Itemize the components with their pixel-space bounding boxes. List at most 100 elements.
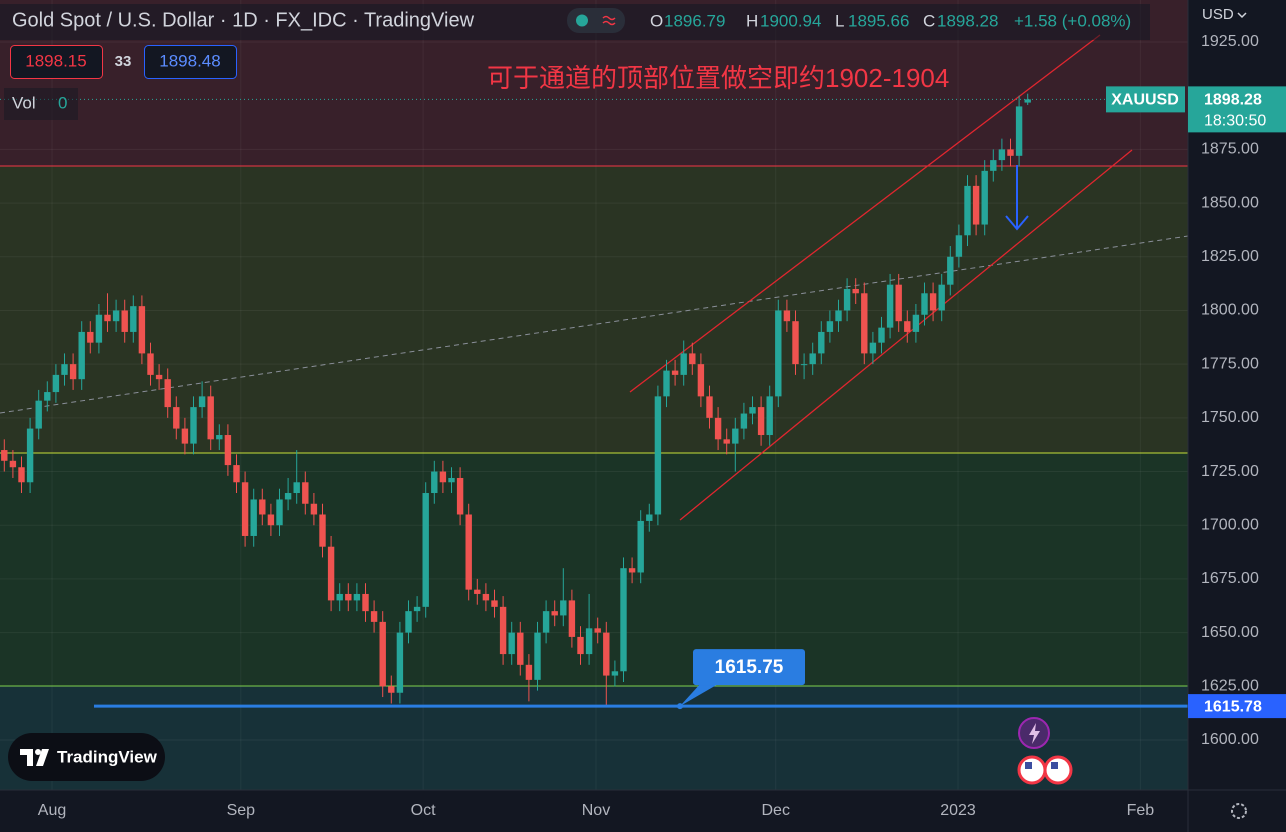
buy-button[interactable] — [144, 45, 237, 79]
flag-canton — [1025, 762, 1032, 769]
price-tag-label: 1898.28 — [1204, 92, 1262, 109]
currency-caret[interactable] — [1237, 12, 1247, 19]
candle-body — [181, 428, 189, 444]
flag-us[interactable] — [1043, 755, 1073, 785]
y-tick-label: 1625.00 — [1201, 678, 1259, 695]
candle-body — [448, 477, 455, 483]
buy-price[interactable]: 1898.48 — [159, 51, 220, 70]
candle-body — [173, 407, 180, 429]
flag-us[interactable] — [1017, 755, 1047, 785]
arrow — [1005, 165, 1029, 231]
candle-body — [396, 632, 404, 693]
candle-body — [319, 514, 326, 547]
y-tick-label: 1725.00 — [1201, 463, 1259, 480]
candle-body — [112, 310, 120, 322]
candle-body — [508, 632, 515, 655]
candle-body — [104, 314, 111, 322]
candle-body — [998, 149, 1006, 161]
candle-body — [671, 370, 679, 375]
candle-body — [697, 364, 705, 397]
logo-dot — [35, 749, 41, 755]
sell-price[interactable]: 1898.15 — [25, 51, 86, 70]
candle-body — [947, 256, 954, 285]
candle-body — [95, 314, 103, 343]
callout-box — [693, 649, 805, 686]
x-tick-label: Aug — [38, 802, 66, 819]
candle-body — [628, 568, 636, 573]
countdown: 18:30:50 — [1204, 113, 1266, 130]
status-dot — [576, 14, 588, 27]
candle-body — [542, 611, 550, 633]
candle-body — [990, 160, 997, 171]
candle-body — [284, 493, 292, 500]
candle-body — [800, 364, 808, 366]
settings-icon[interactable] — [1231, 803, 1247, 819]
change: +1.58 (+0.08%) — [1014, 11, 1131, 30]
y-tick-label: 1675.00 — [1201, 570, 1259, 587]
ohlc-label: C — [923, 11, 935, 30]
x-tick-label: Dec — [761, 802, 789, 819]
currency[interactable]: USD — [1202, 6, 1234, 23]
candle-body — [680, 353, 687, 375]
y-tick-label: 1600.00 — [1201, 731, 1259, 748]
symbol-tag-label: XAUUSD — [1111, 92, 1179, 109]
candle-body — [551, 611, 558, 616]
candle-body — [302, 482, 309, 504]
candle-body — [663, 370, 670, 397]
candle-body — [456, 477, 464, 515]
candle-body — [843, 288, 851, 311]
candle-body — [818, 331, 825, 354]
candle-body — [525, 664, 533, 680]
candle-body — [611, 671, 619, 676]
zone-olive — [0, 166, 1188, 453]
candle-body — [147, 353, 154, 375]
callout-anchor — [677, 703, 683, 710]
candle-body — [766, 396, 773, 436]
event-bolt — [1029, 723, 1040, 744]
candle-body — [912, 314, 920, 332]
y-tick-label: 1650.00 — [1201, 624, 1259, 641]
candle-body — [155, 374, 163, 380]
candle-body — [370, 611, 378, 622]
volume-label: Vol — [12, 93, 36, 112]
level-tag-label: 1615.78 — [1204, 698, 1262, 715]
time-axis-bg — [0, 790, 1286, 832]
candle-body — [809, 353, 816, 365]
channel-top — [629, 34, 1101, 393]
y-tick-label: 1850.00 — [1201, 194, 1259, 211]
candle-body — [749, 407, 756, 414]
candle-body — [1007, 149, 1014, 156]
candle-body — [981, 170, 988, 225]
candle-body — [216, 435, 223, 440]
x-tick-label: Sep — [227, 802, 256, 819]
status-icon — [602, 15, 616, 26]
candle-body — [921, 293, 928, 315]
y-tick-label: 1800.00 — [1201, 302, 1259, 319]
candle-body — [61, 364, 68, 375]
candle-body — [517, 632, 524, 665]
ohlc-value: 1900.94 — [760, 11, 821, 30]
ohlc-label: H — [746, 11, 758, 30]
level-tag — [1188, 694, 1286, 719]
drawings — [0, 34, 1189, 687]
candle-body — [757, 407, 765, 436]
sell-button[interactable] — [10, 45, 103, 79]
candle-body — [87, 331, 94, 343]
candle-body — [388, 686, 395, 693]
candle-body — [52, 374, 60, 393]
candle-body — [646, 514, 653, 521]
candle-body — [732, 428, 739, 444]
candle-body — [835, 310, 842, 322]
callout-label: 1615.75 — [715, 657, 784, 678]
logo-bg[interactable] — [8, 733, 165, 781]
zone-green — [0, 453, 1188, 686]
candle-body — [895, 284, 902, 322]
candle-body — [1015, 106, 1023, 156]
candle-body — [560, 600, 567, 616]
plot — [0, 93, 1188, 708]
flag-canton — [1051, 762, 1058, 769]
ohlc-label: O — [650, 11, 663, 30]
